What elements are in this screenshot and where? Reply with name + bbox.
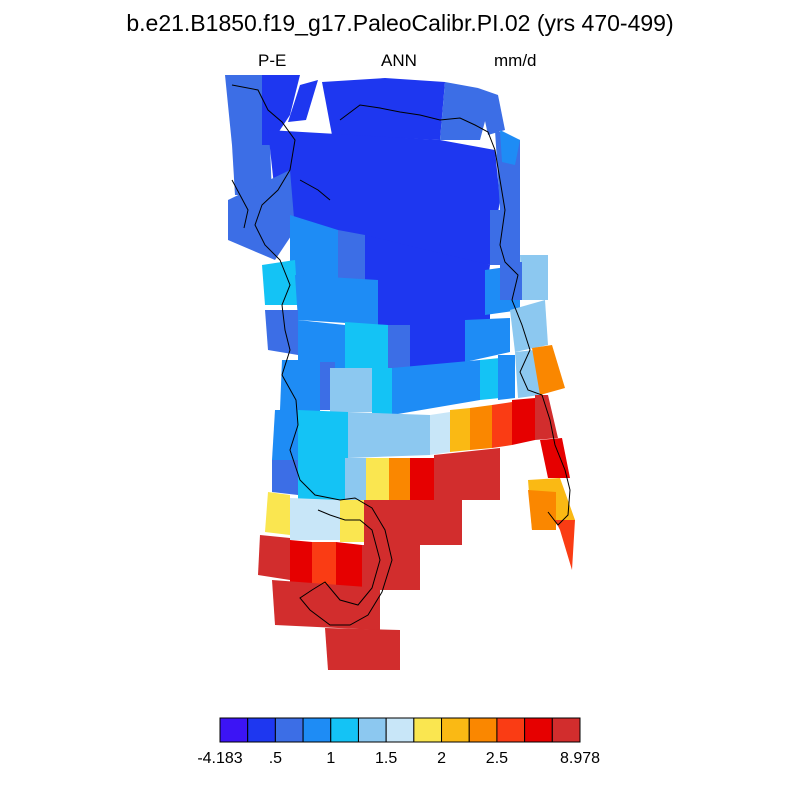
colorbar-box <box>330 717 359 743</box>
map-cell <box>555 520 575 570</box>
map-cell <box>258 535 290 580</box>
map-cell <box>520 255 548 300</box>
map-cell <box>290 498 340 540</box>
map-cell <box>498 355 515 400</box>
map-cell <box>410 322 465 368</box>
map-cell <box>392 360 480 415</box>
map-cell <box>378 280 490 325</box>
map-cell <box>225 75 262 145</box>
colorbar-box <box>468 717 498 743</box>
map-cell <box>265 492 290 535</box>
map-cell <box>362 545 420 590</box>
colorbar-box <box>413 717 443 743</box>
coastline <box>231 84 571 626</box>
map-cell <box>232 145 272 195</box>
map-cell <box>262 75 300 145</box>
map-cell <box>272 580 380 630</box>
map-cell <box>336 542 362 590</box>
map-cell <box>338 230 365 280</box>
map-cell <box>228 170 295 260</box>
map-cell <box>340 500 364 542</box>
map-cell <box>288 80 318 122</box>
colorbar-box <box>274 717 304 743</box>
map-cell <box>478 88 505 135</box>
map-cell <box>312 542 336 588</box>
map-cell <box>500 262 522 300</box>
map-cell <box>325 628 400 670</box>
map-cell <box>298 410 348 460</box>
colorbar-box <box>551 717 581 743</box>
map-cell <box>450 408 470 452</box>
map-cell <box>280 360 320 410</box>
colorbar-tick-label: -4.183 <box>197 750 243 767</box>
map-cell <box>510 300 548 352</box>
colorbar-tick-label: 8.978 <box>559 750 601 767</box>
map-cell <box>410 458 434 500</box>
colorbar-tick-label: 1.5 <box>375 750 398 767</box>
map-cell <box>492 402 512 448</box>
map-cell <box>512 398 535 445</box>
map-cell <box>262 260 298 305</box>
map-cell <box>480 358 500 400</box>
map-cell <box>365 235 490 280</box>
map-cell <box>540 438 570 478</box>
variable-label: P-E <box>258 51 287 70</box>
map-cell <box>366 458 389 500</box>
map-cell <box>298 320 345 368</box>
map-cell <box>298 460 345 502</box>
map-cell <box>388 325 410 370</box>
map-cell <box>272 460 298 495</box>
map-cell <box>265 310 298 355</box>
map-cell <box>430 412 450 455</box>
map-cell <box>345 322 388 368</box>
colorbar-box <box>524 717 553 743</box>
map-cell <box>345 458 366 502</box>
colorbar-tick-label: 2 <box>437 750 446 767</box>
colorbar-box <box>385 717 415 743</box>
map-cell <box>372 368 392 415</box>
map-cell <box>290 215 338 290</box>
colorbar-box <box>357 717 387 743</box>
map-cell <box>389 458 410 500</box>
map-cell <box>434 448 500 500</box>
colorbar-box <box>496 717 526 743</box>
map-cell <box>465 318 510 362</box>
map-cell <box>470 405 492 450</box>
map-cell <box>364 500 462 545</box>
map-cell <box>532 345 565 395</box>
map-cell <box>500 130 520 165</box>
colorbar-tick-label: .5 <box>268 750 283 767</box>
season-label: ANN <box>381 51 417 70</box>
map-cell <box>528 490 556 530</box>
map-cell <box>515 350 540 398</box>
map-cell <box>290 540 312 585</box>
map-cell <box>295 275 378 325</box>
units-label: mm/d <box>494 51 537 70</box>
colorbar-box <box>247 717 276 743</box>
map-cell <box>330 368 372 412</box>
colorbar-box <box>302 717 332 743</box>
colorbar-tick-label: 2.5 <box>485 750 509 767</box>
colorbar-box <box>219 717 249 743</box>
map-title: b.e21.B1850.f19_g17.PaleoCalibr.PI.02 (y… <box>126 10 674 36</box>
map-cell <box>490 210 520 265</box>
map-cell <box>348 412 430 458</box>
colorbar-box <box>441 717 470 743</box>
colorbar-tick-label: 1 <box>326 750 336 767</box>
